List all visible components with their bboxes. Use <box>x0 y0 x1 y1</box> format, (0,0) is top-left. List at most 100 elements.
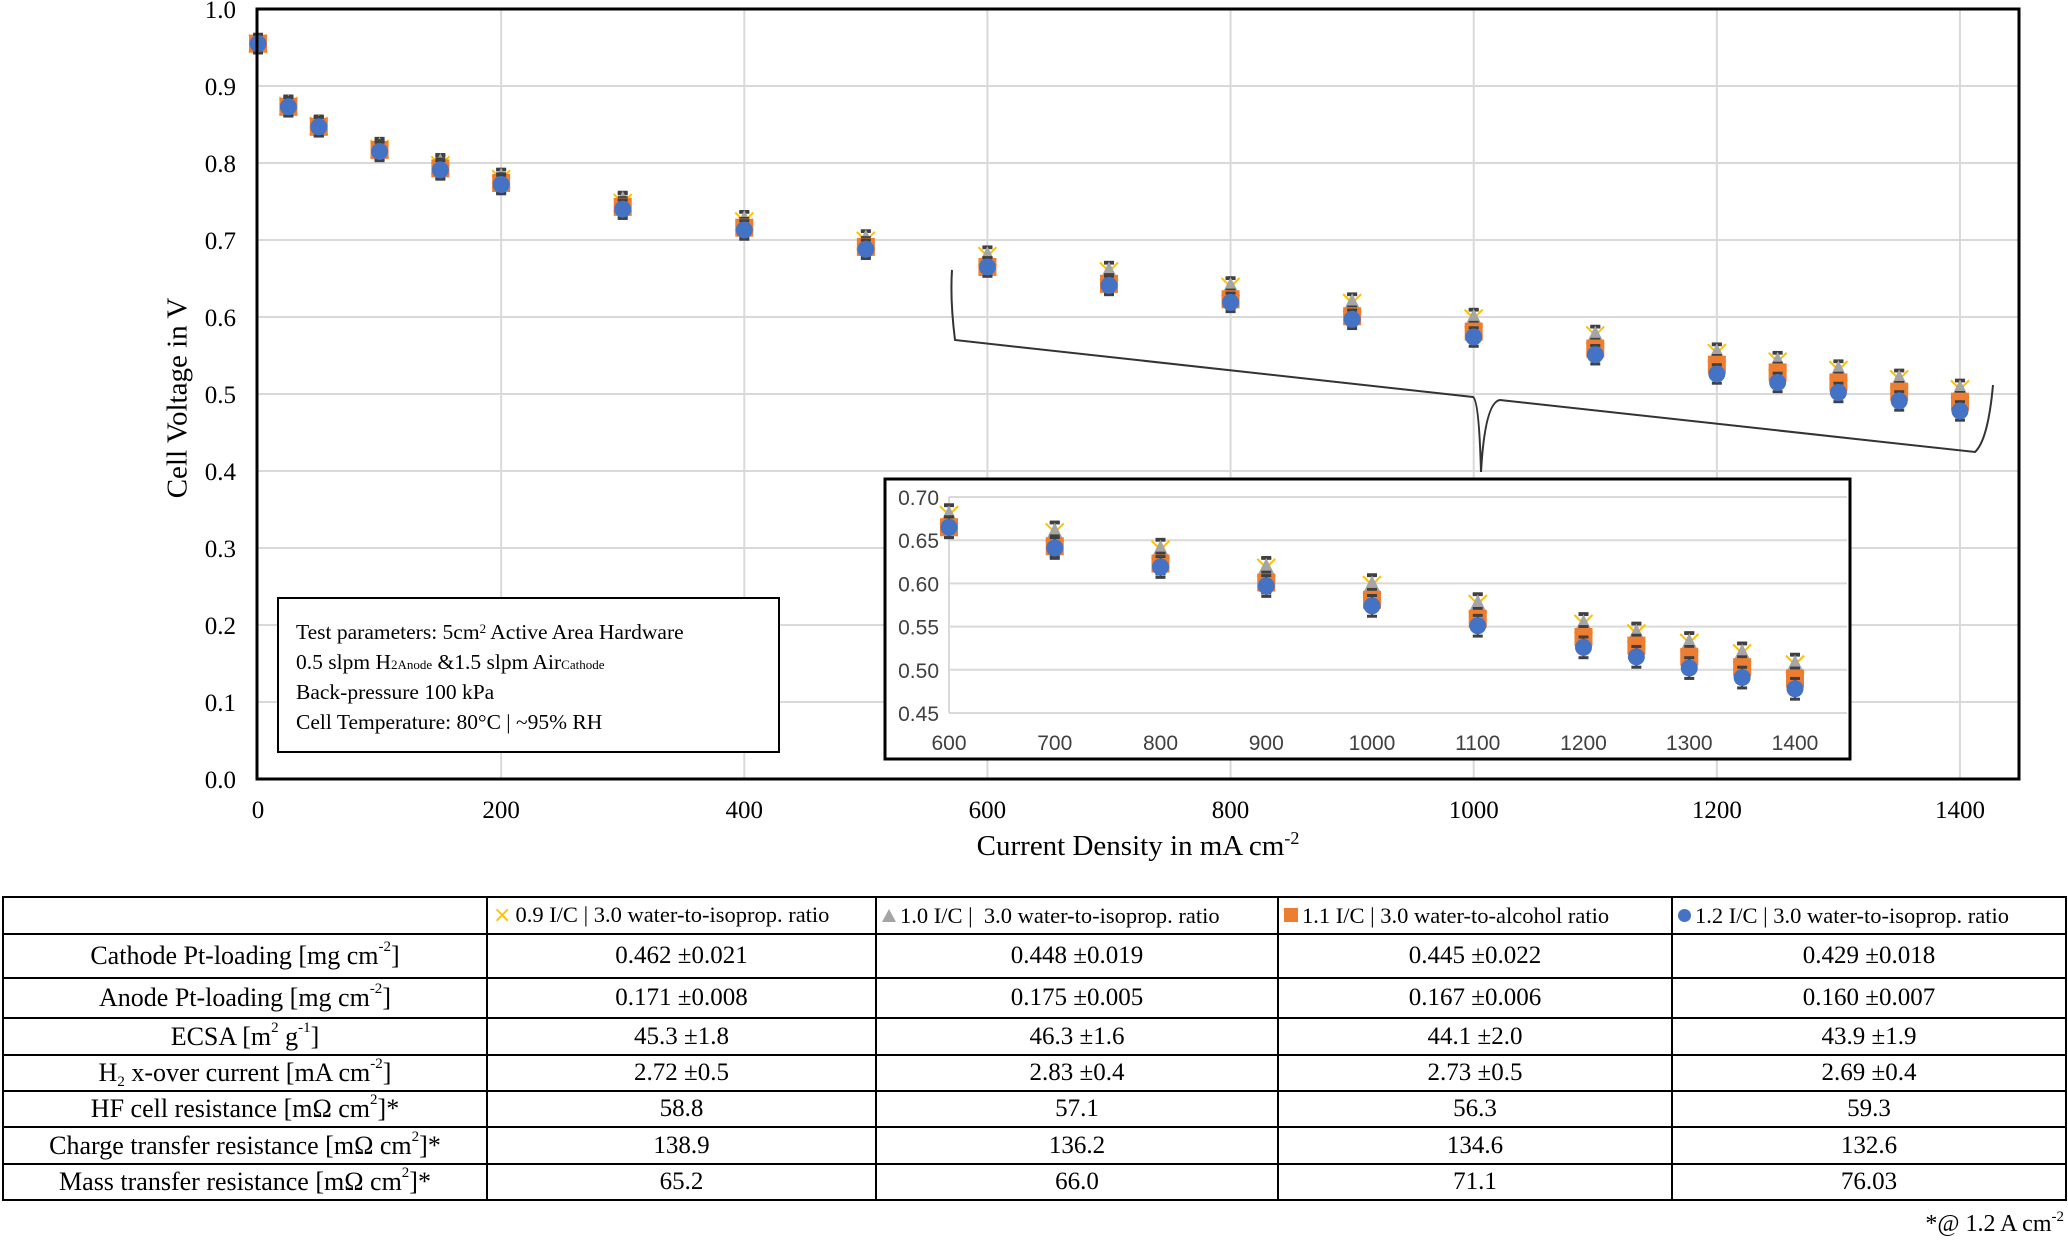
circle-marker <box>279 98 297 116</box>
params-sub: 2Anode <box>390 657 433 672</box>
circle-marker <box>1152 558 1169 576</box>
data-point <box>1222 291 1240 314</box>
circle-marker <box>735 221 753 239</box>
y-tick-label: 0.7 <box>205 228 236 255</box>
y-tick-label: 0.8 <box>205 151 236 178</box>
table-cell: 66.0 <box>875 1163 1279 1201</box>
table-cell: 43.9 ±1.9 <box>1671 1017 2067 1056</box>
data-point <box>1343 308 1361 331</box>
table-cell: 44.1 ±2.0 <box>1277 1017 1673 1056</box>
x-tick-label: 600 <box>969 797 1007 824</box>
circle-marker <box>1586 346 1604 364</box>
inset-data-point <box>1469 613 1487 638</box>
label-text: Charge transfer resistance [mΩ cm <box>49 1130 412 1160</box>
y-tick-label: 0.1 <box>205 690 236 717</box>
params-text: &1.5 slpm Air <box>432 650 562 674</box>
inset-chart: 0.45 0.50 0.55 0.60 0.65 0.70 600 700 800 900 1000… <box>883 477 1852 761</box>
circle-marker <box>1708 365 1726 383</box>
label-text: ]* <box>409 1167 431 1196</box>
circle-marker <box>940 518 958 536</box>
table-cell: 0.160 ±0.007 <box>1671 977 2067 1019</box>
y-tick-label: 0.2 <box>205 613 236 640</box>
table-cell: 57.1 <box>875 1090 1279 1128</box>
table-row: H2 x-over current [mA cm-2] 2.72 ±0.5 2.… <box>2 1054 2067 1092</box>
main-plot-frame <box>255 7 2021 781</box>
row-label: Charge transfer resistance [mΩ cm2]* <box>2 1126 488 1165</box>
y-axis-title: Cell Voltage in V <box>161 297 194 499</box>
x-tick-label: 800 <box>1212 797 1250 824</box>
label-text: x-over current [mA cm <box>124 1058 371 1087</box>
y-tick-label: 0.0 <box>205 767 236 794</box>
label-text: HF cell resistance [mΩ cm <box>90 1094 371 1123</box>
x-axis-title: Current Density in mA cm-2 <box>976 828 1300 863</box>
circle-marker <box>310 118 328 136</box>
table-header-empty <box>2 896 488 935</box>
table-cell: 0.171 ±0.008 <box>486 977 877 1019</box>
params-text: Test parameters: 5cm <box>296 620 480 644</box>
inset-y-tick-label: 0.50 <box>898 660 939 683</box>
y-tick-label: 0.6 <box>205 305 236 332</box>
row-label: Mass transfer resistance [mΩ cm2]* <box>2 1163 488 1201</box>
x-tick-label: 400 <box>726 797 764 824</box>
params-line-2: 0.5 slpm H2Anode &1.5 slpm AirCathode <box>296 647 778 677</box>
data-point <box>371 140 389 163</box>
table-cell: 2.69 ±0.4 <box>1671 1054 2067 1092</box>
label-sup: 2 <box>411 1128 420 1145</box>
table-cell: 46.3 ±1.6 <box>875 1017 1279 1056</box>
circle-marker <box>1733 669 1751 687</box>
table-cell: 0.462 ±0.021 <box>486 933 877 979</box>
table-cell: 71.1 <box>1277 1163 1673 1201</box>
label-sup: -2 <box>370 1056 383 1072</box>
inset-data-points <box>939 503 1805 701</box>
table-cell: 132.6 <box>1671 1126 2067 1165</box>
circle-marker <box>431 161 449 179</box>
inset-x-tick-label: 800 <box>1143 732 1178 755</box>
inset-y-tick-label: 0.65 <box>898 530 939 553</box>
table-cell: 65.2 <box>486 1163 877 1201</box>
inset-x-tick-label: 1200 <box>1560 732 1607 755</box>
inset-data-point <box>1046 536 1064 560</box>
row-label: Anode Pt-loading [mg cm-2] <box>2 977 488 1019</box>
label-sub: 2 <box>117 1074 125 1090</box>
inset-y-tick-label: 0.60 <box>898 573 939 596</box>
footnote: *@ 1.2 A cm-2 <box>1925 1209 2065 1238</box>
table-row: Charge transfer resistance [mΩ cm2]* 138… <box>2 1126 2067 1165</box>
inset-x-tick-label: 1400 <box>1772 732 1819 755</box>
row-label: HF cell resistance [mΩ cm2]* <box>2 1090 488 1128</box>
data-point <box>1100 274 1118 297</box>
circle-marker <box>1465 328 1483 346</box>
label-text: ] <box>390 941 400 970</box>
row-label: Cathode Pt-loading [mg cm-2] <box>2 933 488 979</box>
inset-x-tick-label: 900 <box>1249 732 1284 755</box>
inset-data-point <box>940 515 958 540</box>
row-label: H2 x-over current [mA cm-2] <box>2 1054 488 1092</box>
x-marker-icon: × <box>493 903 512 929</box>
footnote-exponent: -2 <box>2051 1209 2065 1225</box>
inset-y-tick-label: 0.70 <box>898 487 939 510</box>
label-text: g <box>278 1021 299 1051</box>
circle-marker <box>1257 577 1275 595</box>
circle-marker <box>1343 310 1361 328</box>
data-point <box>1829 381 1847 404</box>
inset-x-tick-label: 1000 <box>1349 732 1396 755</box>
table-cell: 0.429 ±0.018 <box>1671 933 2067 979</box>
x-axis-title-text: Current Density in mA cm <box>976 830 1285 862</box>
table-cell: 58.8 <box>486 1090 877 1128</box>
label-sup: 2 <box>370 1092 378 1108</box>
params-sup: 2 <box>479 621 487 636</box>
table-header-cell: 1.1 I/C | 3.0 water-to-alcohol ratio <box>1277 896 1673 935</box>
header-label: 0.9 I/C | 3.0 water-to-isoprop. ratio <box>515 901 830 927</box>
params-line-4: Cell Temperature: 80°C | ~95% RH <box>296 710 603 734</box>
table-cell: 76.03 <box>1671 1163 2067 1201</box>
table-cell: 0.448 ±0.019 <box>875 933 1279 979</box>
table-header-cell: 1.2 I/C | 3.0 water-to-isoprop. ratio <box>1671 896 2067 935</box>
inset-data-point <box>1257 574 1275 598</box>
circle-marker <box>1046 539 1064 557</box>
circle-marker <box>1222 293 1240 311</box>
x-tick-label: 1400 <box>1935 797 1985 824</box>
x-tick-label: 1000 <box>1449 797 1499 824</box>
table-row: HF cell resistance [mΩ cm2]* 58.8 57.1 5… <box>2 1090 2067 1128</box>
inset-y-tick-label: 0.45 <box>898 703 939 726</box>
data-point <box>614 198 632 220</box>
footnote-text: *@ 1.2 A cm <box>1925 1211 2052 1237</box>
